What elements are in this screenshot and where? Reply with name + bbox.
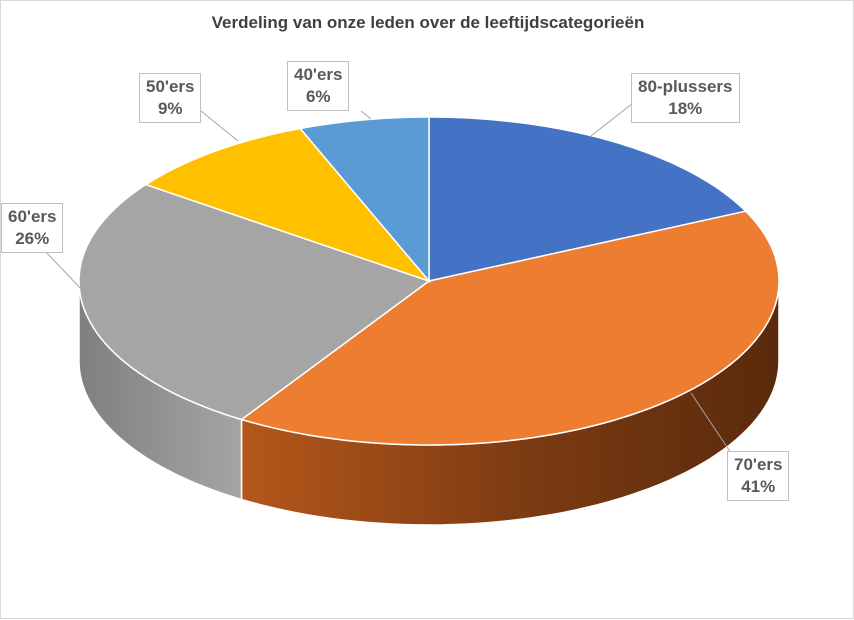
pie-slice-50-ers: [144, 127, 432, 283]
data-label-percent: 26%: [15, 229, 50, 248]
leader-line-70ers: [690, 392, 732, 454]
leader-line-80-plussers: [590, 102, 634, 137]
chart-title: Verdeling van onze leden over de leeftij…: [211, 13, 645, 32]
data-label-60ers: 60'ers 26%: [1, 203, 64, 253]
data-label-percent: 41%: [741, 477, 776, 496]
pie-slice-40-ers: [298, 116, 430, 284]
data-label-name: 40'ers: [294, 65, 343, 84]
data-label-name: 60'ers: [8, 207, 57, 226]
data-label-40ers: 40'ers 6%: [287, 61, 350, 111]
data-label-percent: 9%: [157, 99, 183, 118]
data-label-name: 50'ers: [146, 77, 195, 96]
leader-line-60ers: [44, 250, 84, 292]
pie-slice-60-ers: [78, 183, 431, 421]
leader-line-50ers: [200, 110, 239, 142]
data-label-name: 70'ers: [734, 455, 783, 474]
data-label-percent: 6%: [305, 87, 331, 106]
leader-line-40ers: [360, 110, 372, 120]
pie-slice-70-ers: [239, 210, 780, 446]
data-label-percent: 18%: [668, 99, 703, 118]
data-label-50ers: 50'ers 9%: [139, 73, 202, 123]
data-label-80-plussers: 80-plussers 18%: [631, 73, 740, 123]
data-label-name: 80-plussers: [638, 77, 733, 96]
pie-slice-80-plussers: [428, 116, 748, 282]
data-label-70ers: 70'ers 41%: [727, 451, 790, 501]
